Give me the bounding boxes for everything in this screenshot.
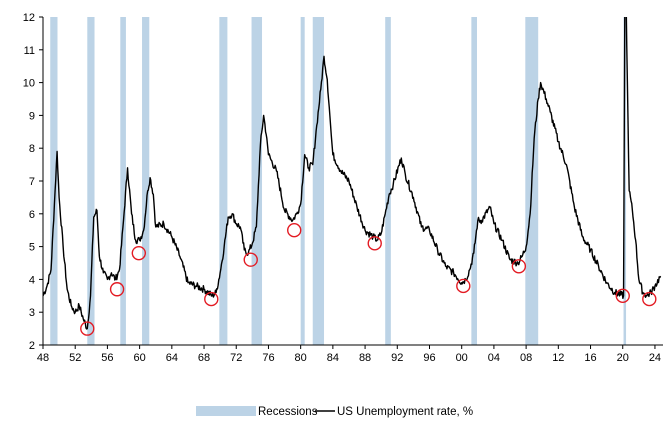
x-tick-label: 76: [262, 352, 274, 364]
x-tick-label: 24: [649, 352, 661, 364]
recession-band: [471, 17, 477, 345]
x-tick-label: 00: [456, 352, 468, 364]
x-tick-label: 52: [69, 352, 81, 364]
x-tick-label: 12: [552, 352, 564, 364]
low-marker: [511, 259, 527, 274]
recession-band: [385, 17, 391, 345]
x-tick-label: 64: [166, 352, 178, 364]
x-tick-label: 88: [359, 352, 371, 364]
y-tick-label: 7: [29, 176, 35, 188]
low-marker: [109, 282, 125, 297]
low-marker: [615, 288, 630, 303]
x-tick-label: 04: [488, 352, 500, 364]
y-tick-label: 12: [23, 12, 35, 24]
x-tick-label: 56: [101, 352, 113, 364]
low-marker: [367, 236, 382, 251]
y-tick-label: 3: [29, 307, 35, 319]
y-tick-label: 11: [24, 45, 35, 57]
recession-band: [219, 17, 228, 345]
highlighted-lows: [80, 222, 657, 336]
recession-band: [50, 17, 58, 345]
series-line-unemployment: [43, 17, 662, 330]
low-marker: [456, 278, 471, 294]
x-tick-label: 60: [133, 352, 145, 364]
x-tick-label: 72: [230, 352, 242, 364]
low-marker: [131, 245, 147, 261]
low-marker: [204, 291, 219, 307]
y-tick-label: 8: [29, 143, 35, 155]
recession-band: [623, 17, 627, 345]
series-layer: [43, 17, 662, 330]
legend: Recessions US Unemployment rate, %: [196, 406, 473, 418]
y-tick-label: 5: [29, 242, 35, 254]
x-tick-label: 92: [391, 352, 403, 364]
recession-band: [142, 17, 150, 345]
y-tick-label: 2: [29, 340, 35, 352]
legend-label-unemployment: US Unemployment rate, %: [337, 406, 473, 418]
x-tick-label: 48: [37, 352, 49, 364]
legend-label-recessions: Recessions: [258, 406, 318, 418]
low-marker: [287, 222, 302, 238]
y-tick-label: 4: [29, 274, 35, 286]
y-tick-label: 10: [23, 78, 35, 90]
legend-swatch-recessions: [196, 406, 256, 416]
x-tick-label: 16: [584, 352, 596, 364]
x-tick-label: 84: [327, 352, 339, 364]
recession-band: [251, 17, 263, 345]
recession-band: [312, 17, 325, 345]
x-tick-label: 68: [198, 352, 210, 364]
low-marker: [642, 291, 657, 307]
x-tick-label: 08: [520, 352, 532, 364]
low-marker: [80, 321, 95, 336]
recession-band: [87, 17, 95, 345]
recession-band: [120, 17, 126, 345]
y-tick-label: 6: [29, 209, 35, 221]
x-tick-label: 20: [617, 352, 629, 364]
x-tick-label: 96: [423, 352, 435, 364]
recession-bands: [50, 17, 627, 345]
y-tick-label: 9: [29, 110, 35, 122]
x-tick-label: 80: [295, 352, 307, 364]
low-marker: [243, 252, 258, 267]
